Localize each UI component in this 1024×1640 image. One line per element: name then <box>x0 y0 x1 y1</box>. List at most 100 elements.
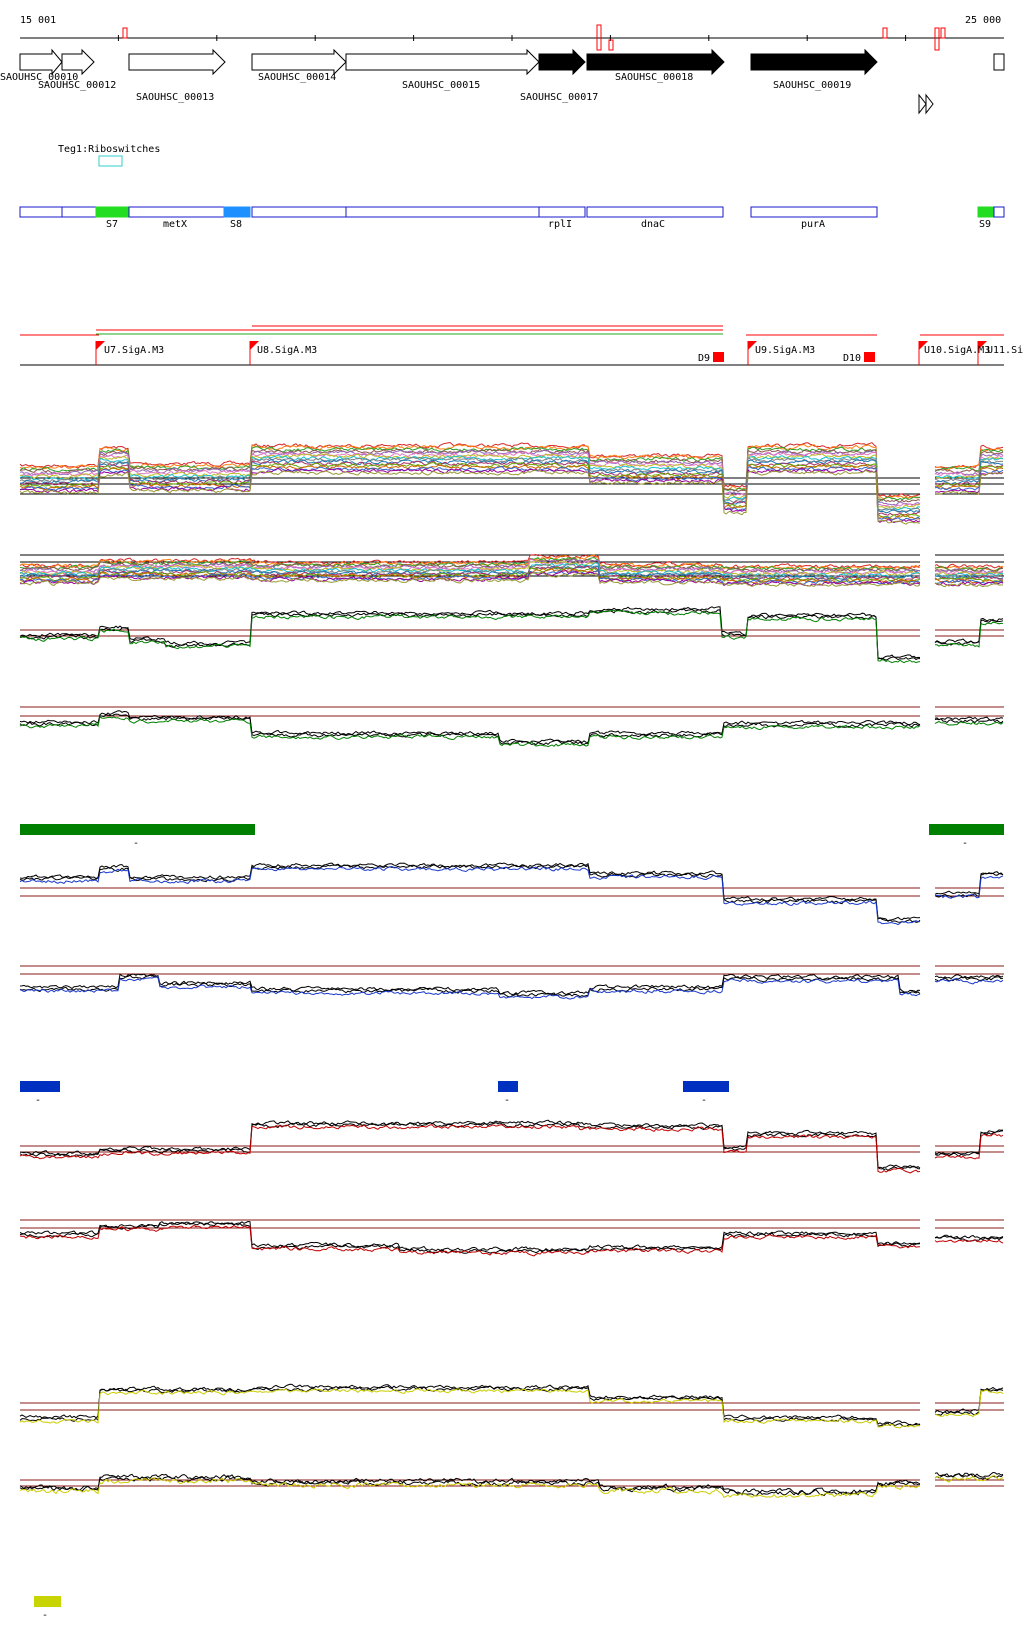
ruler-end-label: 25 000 <box>965 15 1001 26</box>
promoter-track: U7.SigA.M3 U8.SigA.M3 D9 U9.SigA.M3 D10 … <box>20 325 1023 366</box>
signal-trace <box>934 1239 1004 1244</box>
signal-trace <box>19 1224 921 1257</box>
gene-arrow-saouhsc-00012[interactable] <box>61 48 95 76</box>
signal-trace <box>934 465 1004 488</box>
expression-bar-blue-2[interactable] <box>498 1081 518 1092</box>
gene-arrow-saouhsc-00019[interactable] <box>750 48 878 76</box>
signal-trace <box>19 1388 921 1429</box>
signal-trace <box>19 862 921 922</box>
signal-trace <box>935 621 1003 648</box>
feature-pura[interactable] <box>750 206 878 218</box>
signal-trace <box>19 456 921 513</box>
gene-arrow-saouhsc-00015[interactable] <box>345 48 540 76</box>
signal-trace <box>19 569 921 585</box>
signal-trace <box>19 1477 921 1499</box>
ruler-mark <box>940 27 946 39</box>
feature-box-2[interactable] <box>61 206 97 218</box>
expression-bar-blue-1[interactable] <box>20 1081 60 1092</box>
signal-trace <box>934 1386 1004 1414</box>
yellow-track-lower <box>19 1471 1004 1499</box>
signal-trace <box>19 715 921 748</box>
signal-trace <box>934 1389 1004 1418</box>
gene-arrow-saouhsc-00017[interactable] <box>538 48 586 76</box>
promoter-flag[interactable] <box>919 341 928 350</box>
expression-bar-yellow-1[interactable] <box>34 1596 61 1607</box>
promoter-flag[interactable] <box>250 341 259 350</box>
promoter-flag[interactable] <box>96 341 105 350</box>
gene-arrow-saouhsc-00018[interactable] <box>586 48 725 76</box>
gene-track: SAOUHSC_00010 SAOUHSC_00012 SAOUHSC_0001… <box>0 48 1005 115</box>
gene-partial-right[interactable] <box>993 53 1005 71</box>
signal-trace <box>934 467 1004 490</box>
feature-box-1[interactable] <box>19 206 63 218</box>
gene-label-saouhsc-00013: SAOUHSC_00013 <box>136 92 214 103</box>
signal-trace <box>934 976 1004 982</box>
riboswitch-box[interactable] <box>98 155 123 167</box>
riboswitch-track: Teg1:Riboswitches <box>58 144 160 167</box>
terminator-marker[interactable] <box>864 352 875 362</box>
signal-trace <box>934 448 1004 472</box>
signal-trace <box>934 582 1004 588</box>
gene-arrow-saouhsc-00014[interactable] <box>251 48 347 76</box>
promoter-label-d10: D10 <box>843 353 861 364</box>
green-track-upper <box>19 606 1004 664</box>
multi-sample-panel-2 <box>19 553 1004 588</box>
ruler-red-marks <box>122 24 946 51</box>
promoter-label-u10: U10.SigA.M3 <box>924 345 990 356</box>
gene-label-saouhsc-00015: SAOUHSC_00015 <box>402 80 480 91</box>
expression-bar-green-2[interactable] <box>929 824 1004 835</box>
signal-trace <box>934 448 1004 471</box>
signal-trace <box>934 1475 1004 1483</box>
gene-arrow-saouhsc-00013[interactable] <box>128 48 226 76</box>
signal-trace <box>934 460 1004 485</box>
feature-s9[interactable] <box>977 206 995 218</box>
signal-trace <box>19 1122 921 1172</box>
signal-trace <box>19 562 921 579</box>
signal-trace <box>934 1133 1004 1160</box>
feature-label-s7: S7 <box>106 219 118 230</box>
feature-box-4[interactable] <box>345 206 540 218</box>
feature-box-3[interactable] <box>251 206 347 218</box>
feature-label-pura: purA <box>801 219 825 230</box>
yellow-track-upper <box>19 1383 1004 1429</box>
signal-trace <box>19 973 921 996</box>
expression-bars: - - - - - - <box>20 824 1004 1621</box>
feature-dnac[interactable] <box>586 206 724 218</box>
feature-s8[interactable] <box>223 206 251 218</box>
signal-trace <box>19 1385 921 1427</box>
ruler-mark <box>934 27 940 51</box>
promoter-flag[interactable] <box>978 341 987 350</box>
transcript-lines <box>20 325 1004 366</box>
expression-bar-label: - <box>35 1095 41 1106</box>
promoter-flag[interactable] <box>748 341 757 350</box>
expression-bar-blue-3[interactable] <box>683 1081 729 1092</box>
coordinate-ruler: 15 001 25 000 <box>20 15 1004 51</box>
terminator-marker[interactable] <box>713 352 724 362</box>
ruler-mark <box>596 24 602 51</box>
ruler-mark <box>608 39 614 51</box>
signal-trace <box>19 713 921 746</box>
signal-trace <box>19 608 920 661</box>
signal-trace <box>19 710 921 744</box>
feature-rpli[interactable] <box>538 206 586 218</box>
promoter-label-d9: D9 <box>698 353 710 364</box>
signal-trace <box>19 606 921 660</box>
feature-metx[interactable] <box>128 206 225 218</box>
signal-trace <box>19 443 921 500</box>
feature-box-5[interactable] <box>993 206 1005 218</box>
ruler-start-label: 15 001 <box>20 15 56 26</box>
gene-label-saouhsc-00014: SAOUHSC_00014 <box>258 72 336 83</box>
expression-bar-green-1[interactable] <box>20 824 255 835</box>
signal-trace <box>934 578 1004 584</box>
signal-trace <box>934 450 1004 474</box>
expression-bar-label: - <box>504 1095 510 1106</box>
expression-panels <box>19 441 1004 1499</box>
red-track-upper <box>19 1119 1004 1174</box>
signal-trace <box>934 875 1004 899</box>
feature-label-dnac: dnaC <box>641 219 665 230</box>
signal-trace <box>934 563 1004 569</box>
gene-label-saouhsc-00018: SAOUHSC_00018 <box>615 72 693 83</box>
gene-arrow-saouhsc-00010[interactable] <box>19 48 63 76</box>
signal-trace <box>935 571 1004 577</box>
feature-s7[interactable] <box>95 206 130 218</box>
